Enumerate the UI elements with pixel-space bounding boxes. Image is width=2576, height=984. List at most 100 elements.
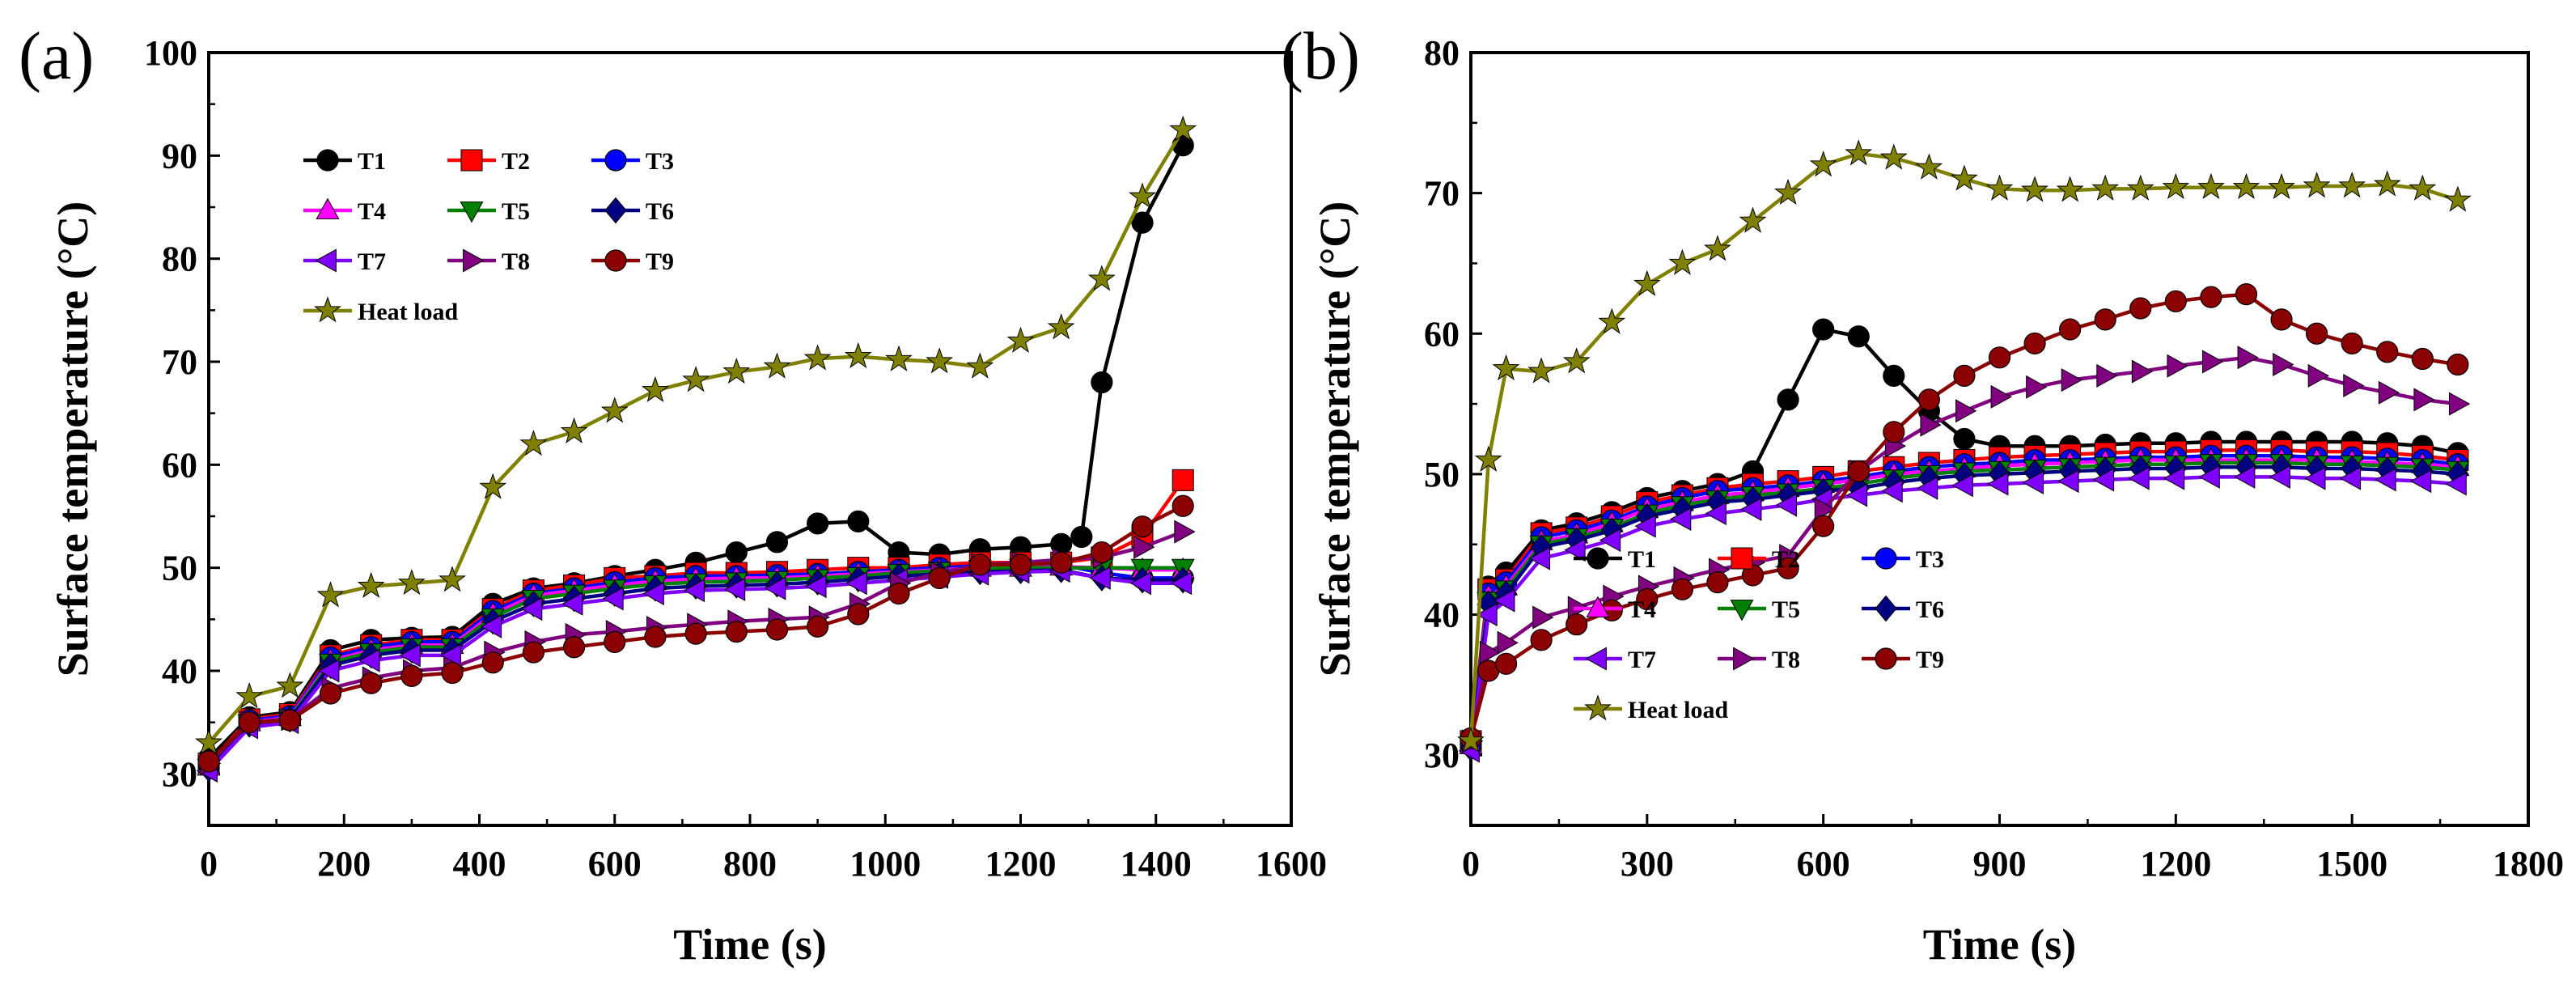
data-point	[2413, 388, 2435, 412]
data-point	[521, 597, 543, 621]
data-point	[2023, 332, 2046, 355]
legend-marker	[315, 248, 337, 273]
legend-label: T1	[1628, 546, 1656, 573]
data-point	[2129, 297, 2152, 320]
x-tick-label: 1800	[2493, 844, 2564, 884]
data-point	[2202, 350, 2224, 374]
data-point	[765, 576, 786, 600]
data-point	[2448, 392, 2471, 416]
series-line-t7	[207, 569, 1184, 773]
legend-marker	[316, 149, 339, 172]
legend-label: T6	[1916, 596, 1944, 623]
y-tick-label: 30	[1424, 736, 1460, 775]
y-tick-label: 70	[1424, 174, 1460, 214]
data-point	[604, 630, 626, 653]
x-tick-label: 600	[588, 844, 642, 884]
legend-label: T5	[1772, 596, 1800, 623]
data-point	[195, 728, 222, 755]
data-point	[1845, 483, 1868, 507]
data-point	[2234, 464, 2256, 489]
series-line-t6	[207, 567, 1184, 770]
data-point	[1131, 515, 1154, 538]
data-point	[682, 366, 710, 392]
legend-marker	[1584, 694, 1612, 721]
data-point	[1087, 265, 1116, 291]
data-point	[1705, 502, 1727, 526]
data-point	[439, 566, 466, 592]
data-point	[725, 541, 748, 564]
data-point	[1987, 472, 2009, 496]
data-point	[2378, 380, 2400, 405]
data-point	[1170, 571, 1193, 596]
data-point	[725, 621, 748, 643]
data-point	[847, 510, 870, 532]
legend-marker	[1585, 647, 1607, 671]
data-point	[1598, 308, 1626, 334]
data-point	[2338, 172, 2366, 198]
data-point	[479, 473, 507, 499]
data-point	[1129, 571, 1151, 596]
data-point	[2341, 332, 2363, 355]
data-point	[2094, 308, 2116, 331]
data-point	[763, 352, 791, 379]
legend-marker	[1875, 547, 1897, 570]
data-point	[357, 571, 385, 598]
data-point	[318, 659, 340, 683]
data-point	[765, 531, 789, 554]
data-point	[1532, 605, 1554, 630]
data-point	[1474, 445, 1502, 472]
data-point	[1636, 587, 1659, 611]
data-point	[1457, 727, 1485, 753]
data-point	[316, 581, 345, 608]
data-point	[519, 430, 548, 456]
data-point	[2306, 322, 2328, 345]
data-point	[722, 357, 751, 384]
data-point	[2447, 353, 2469, 376]
data-point	[1566, 613, 1588, 636]
x-tick-label: 300	[1621, 844, 1674, 884]
data-point	[1633, 269, 1661, 296]
legend: T1 T2 T3 T4 T5 T6 T7 T8 T9 Heat load	[1574, 546, 1944, 723]
data-point	[560, 417, 588, 443]
y-tick-label: 40	[1424, 596, 1460, 635]
data-point	[1883, 364, 1905, 387]
data-point	[1133, 535, 1155, 559]
data-point	[1129, 182, 1156, 209]
data-point	[400, 664, 423, 687]
data-point	[1009, 554, 1032, 576]
data-point	[1990, 384, 2012, 409]
data-point	[1527, 357, 1556, 384]
data-point	[278, 709, 301, 732]
data-point	[1879, 143, 1908, 170]
data-point	[1562, 347, 1591, 374]
data-point	[1174, 520, 1196, 544]
data-point	[2339, 466, 2362, 490]
data-point	[966, 352, 994, 379]
data-point	[2269, 464, 2290, 489]
data-point	[1497, 630, 1519, 655]
data-point	[2092, 468, 2115, 492]
y-tick-label: 80	[162, 240, 197, 279]
data-point	[1988, 346, 2011, 369]
y-axis-label: Surface temperature (°C)	[1311, 201, 1359, 676]
data-point	[1493, 588, 1515, 613]
data-point	[2411, 347, 2434, 371]
legend-marker	[604, 249, 627, 272]
data-point	[2162, 172, 2190, 200]
x-tick-label: 900	[1973, 844, 2027, 884]
data-point	[1006, 326, 1035, 353]
legend-label: T4	[1628, 596, 1656, 623]
data-point	[2056, 176, 2084, 202]
series-markers-t7	[1458, 464, 2467, 763]
legend-label: T3	[1916, 546, 1944, 573]
chart-panel-b: 0 300 600 900 1200 1500 1800 30 40 50 60 70 80 Time (…	[1281, 19, 2564, 969]
data-point	[360, 672, 383, 694]
data-point	[1070, 525, 1093, 549]
data-point	[2409, 174, 2437, 201]
legend-marker	[604, 197, 627, 224]
data-point	[1777, 388, 1799, 411]
legend-label: T6	[646, 198, 674, 225]
data-point	[1883, 421, 1905, 443]
x-tick-label: 1200	[985, 844, 1057, 884]
